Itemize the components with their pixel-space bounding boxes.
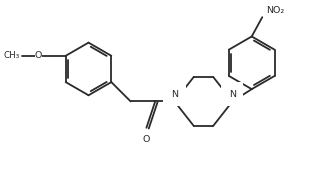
Text: O: O — [35, 51, 42, 60]
Text: N: N — [171, 90, 178, 99]
Text: N: N — [229, 90, 236, 99]
Text: O: O — [143, 135, 150, 144]
Text: NO₂: NO₂ — [266, 6, 284, 15]
Text: CH₃: CH₃ — [4, 51, 20, 60]
